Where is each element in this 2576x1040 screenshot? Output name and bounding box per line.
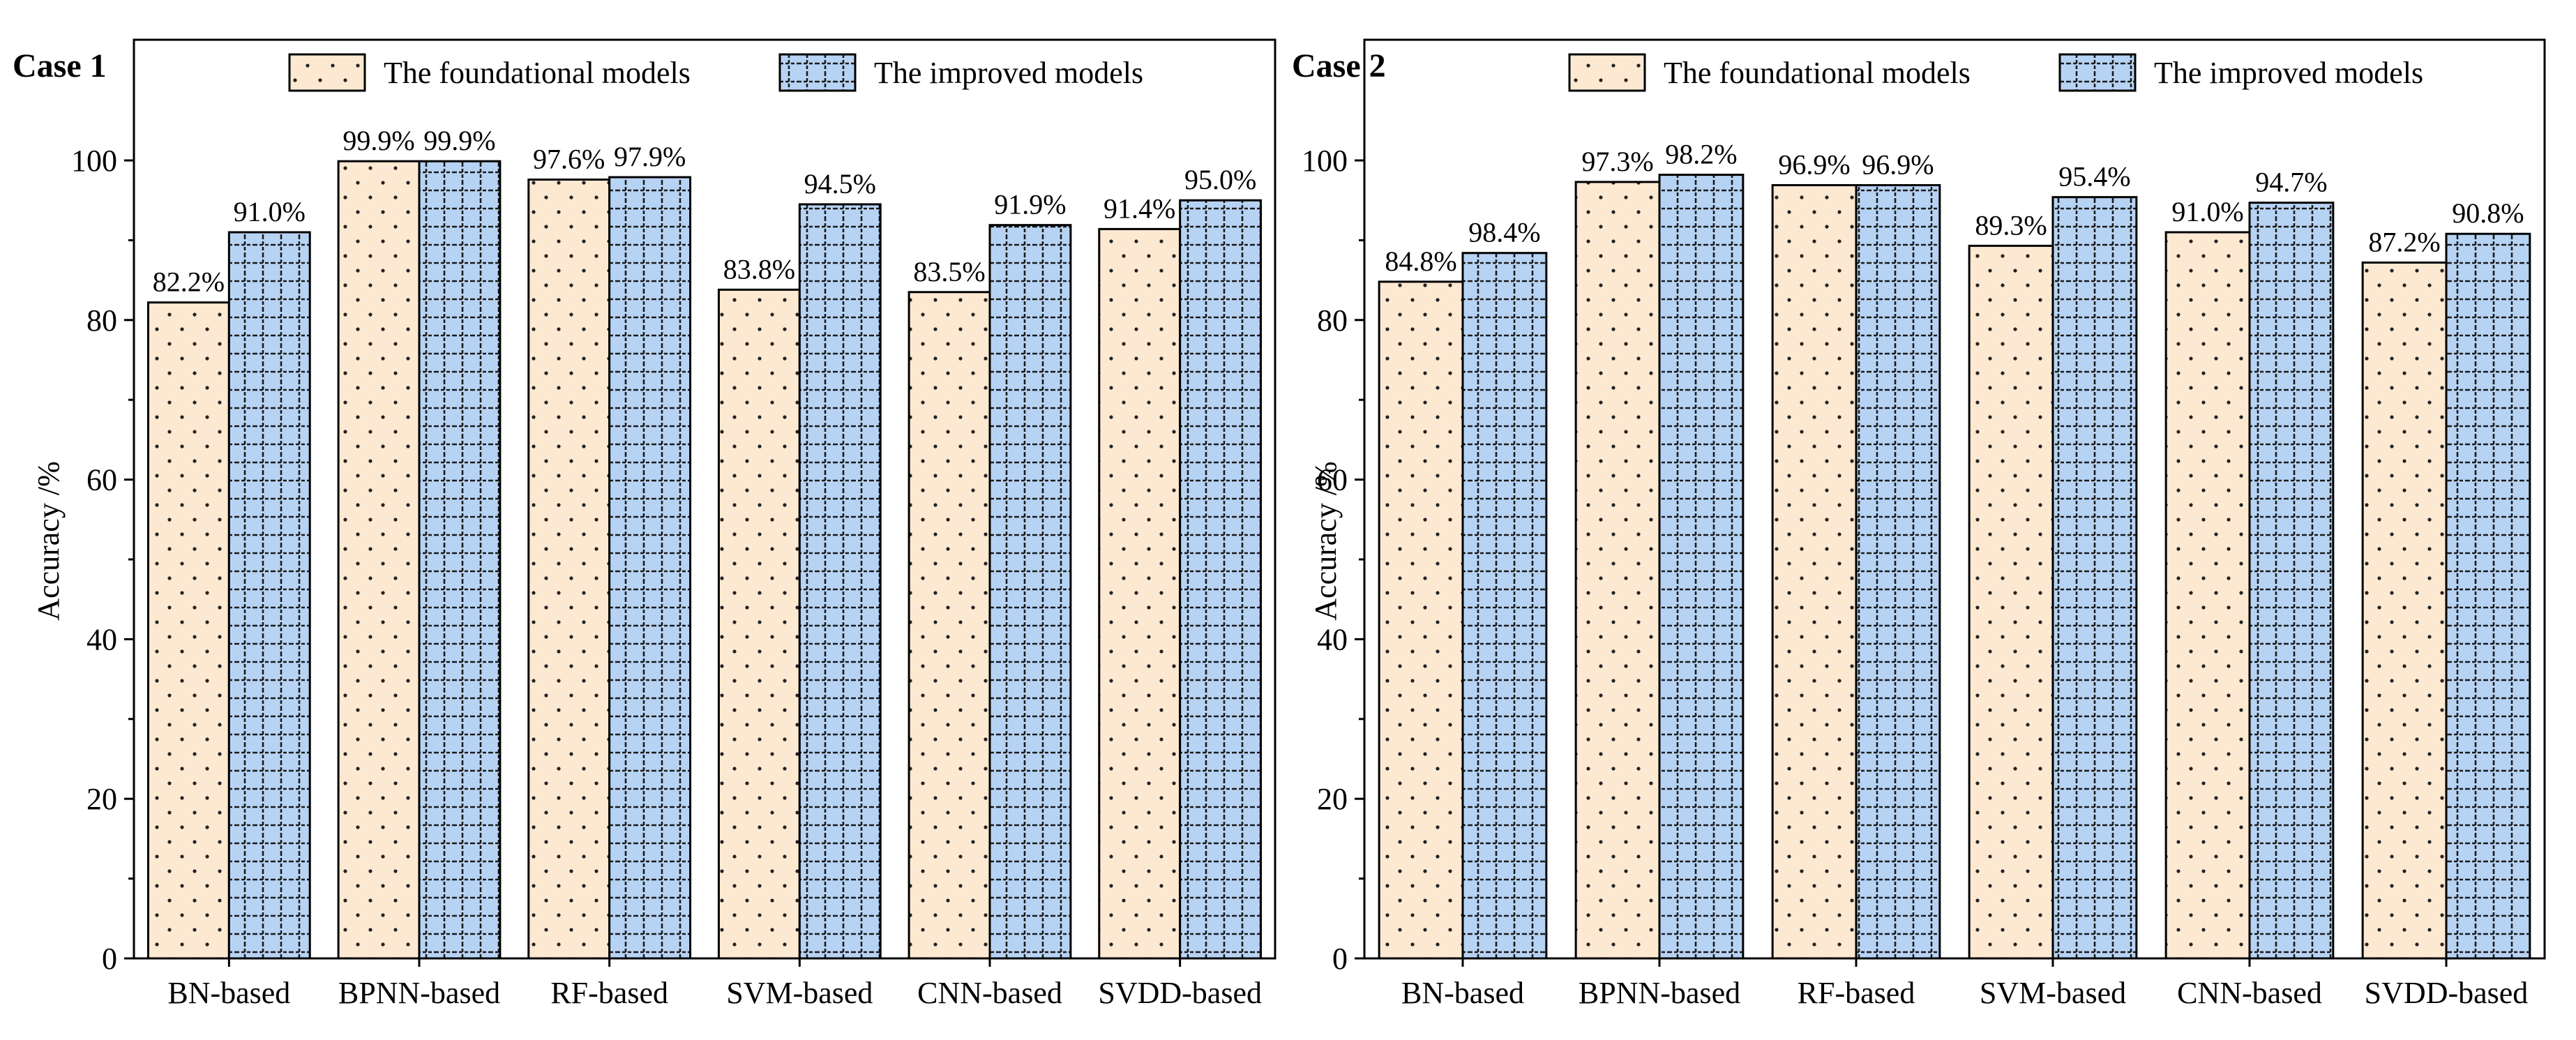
bar [2248,202,2335,960]
x-tick-label: SVDD-based [1098,976,1262,1010]
data-label: 82.2% [153,266,225,298]
data-label: 91.0% [234,196,306,227]
y-tick-label: 60 [1317,463,1348,497]
x-tick-label: BN-based [167,976,290,1010]
panel-label: Case 1 [13,47,107,84]
bar [1098,227,1182,960]
data-label: 87.2% [2368,226,2440,257]
data-label: 98.4% [1468,217,1540,248]
legend-swatch [288,53,366,92]
y-axis-title: Accuracy /% [31,461,66,620]
data-label: 94.7% [2255,167,2327,198]
legend-label: The improved models [874,56,1143,90]
data-label: 96.9% [1778,149,1850,180]
data-label: 91.9% [994,189,1066,220]
data-label: 94.5% [804,168,876,199]
x-tick-label: BPNN-based [1579,976,1740,1010]
bar [2445,232,2531,960]
data-label: 95.4% [2058,161,2130,193]
x-tick-label: BPNN-based [338,976,500,1010]
data-label: 98.2% [1665,139,1737,170]
bar [1968,244,2054,960]
bar [146,301,230,960]
y-tick-label: 0 [102,942,117,976]
x-tick-label: CNN-based [2177,976,2322,1010]
data-label: 83.8% [723,253,795,285]
chart-panel-2: 0 20 40 60 80 100 Accuracy /% Case 2 84.8% 98.4% B… [1292,38,2546,1010]
y-tick-label: 60 [86,463,117,497]
legend-label: The improved models [2154,56,2423,90]
bar [2361,261,2448,960]
data-label: 97.3% [1581,146,1653,177]
bar [1378,280,1464,960]
y-tick-label: 80 [86,303,117,338]
bar [988,224,1072,960]
data-label: 95.0% [1184,164,1256,195]
data-label: 90.8% [2452,197,2524,229]
data-label: 83.5% [913,256,985,287]
panel-label: Case 2 [1292,47,1386,84]
y-tick-label: 100 [1302,144,1348,178]
plot-frame [133,38,1276,960]
data-label: 91.0% [2171,196,2243,227]
bar [1574,181,1661,960]
plot-frame [1363,38,2546,960]
y-tick-label: 40 [1317,622,1348,656]
y-tick-label: 40 [86,622,117,656]
x-tick-label: RF-based [550,976,668,1010]
bar [717,288,801,960]
x-tick-label: CNN-based [917,976,1062,1010]
bar [2164,231,2251,960]
bar [907,291,991,960]
data-label: 97.9% [614,141,686,172]
bar [527,178,611,960]
bar [337,160,421,960]
legend-swatch [778,53,857,92]
legend: The foundational models The improved mode… [1568,53,2423,92]
legend-swatch [1568,53,1646,92]
legend-swatch [2058,53,2137,92]
y-tick-label: 0 [1332,942,1348,976]
x-tick-label: RF-based [1798,976,1915,1010]
x-tick-label: BN-based [1401,976,1524,1010]
data-label: 89.3% [1975,209,2047,241]
y-tick-label: 100 [71,144,117,178]
y-tick-label: 20 [86,782,117,816]
bar [418,160,502,960]
x-tick-label: SVM-based [726,976,873,1010]
y-tick-label: 80 [1317,303,1348,338]
y-tick-label: 20 [1317,782,1348,816]
data-label: 99.9% [342,125,414,156]
bar [1855,183,1941,960]
bar [798,203,882,960]
bar [227,231,311,960]
bar [1461,252,1548,960]
bar [608,176,692,960]
data-label: 99.9% [423,125,495,156]
data-label: 97.6% [533,143,605,174]
legend: The foundational models The improved mode… [288,53,1143,92]
x-tick-label: SVDD-based [2365,976,2529,1010]
x-tick-label: SVM-based [1980,976,2126,1010]
y-axis-title: Accuracy /% [1309,461,1343,620]
bar [1771,183,1858,960]
bar [2051,196,2138,960]
data-label: 96.9% [1862,149,1934,180]
bar [1658,174,1745,960]
legend-label: The foundational models [1664,56,1971,90]
bar [1179,199,1263,960]
legend-label: The foundational models [384,56,691,90]
data-label: 84.8% [1385,246,1456,277]
chart-panel-1: 0 20 40 60 80 100 Accuracy /% Case 1 82.2% 91.0% B… [13,38,1276,1010]
data-label: 91.4% [1104,193,1175,224]
